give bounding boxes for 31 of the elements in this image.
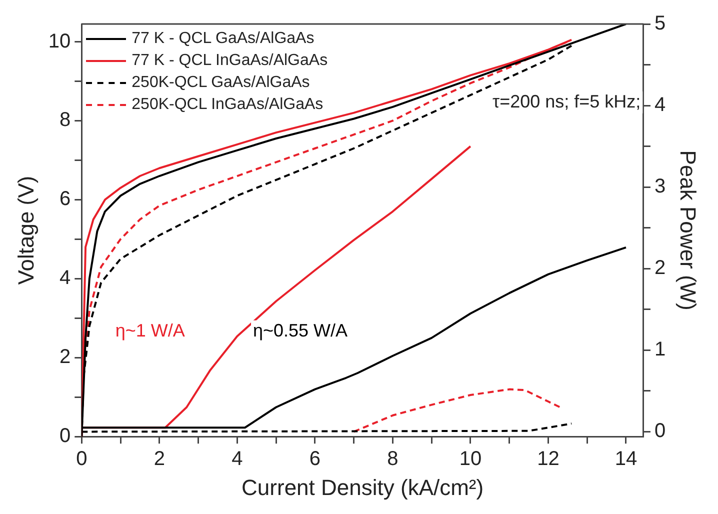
y-tick-label: 0 — [60, 425, 71, 448]
y-tick-label: 8 — [60, 109, 71, 132]
y2-axis-title: Peak Power (W) — [676, 150, 701, 310]
x-tick-label: 8 — [387, 448, 398, 470]
y2-tick-label: 1 — [654, 338, 666, 361]
y2-tick-label: 4 — [654, 94, 666, 116]
x-tick-label: 10 — [459, 448, 482, 470]
y2-tick-label: 3 — [654, 176, 666, 198]
y2-tick-label: 0 — [654, 420, 666, 442]
legend-label: 250K-QCL GaAs/AlGaAs — [132, 74, 310, 92]
x-axis-title: Current Density (kA/cm²) — [242, 474, 484, 500]
y2-tick-label: 2 — [654, 257, 666, 280]
x-tick-label: 0 — [76, 448, 88, 470]
y-tick-label: 4 — [60, 267, 71, 290]
x-tick-label: 12 — [537, 448, 560, 470]
line-series — [352, 388, 563, 433]
y-axis-title: Voltage (V) — [13, 176, 38, 285]
y-tick-label: 10 — [48, 30, 71, 52]
legend-label: 250K-QCL InGaAs/AlGaAs — [132, 96, 324, 114]
annotation: η~0.55 W/A — [253, 320, 348, 340]
x-tick-label: 14 — [614, 448, 638, 470]
x-tick-label: 2 — [154, 448, 165, 470]
y2-tick-label: 5 — [654, 12, 666, 35]
y-tick-label: 6 — [60, 188, 71, 210]
x-tick-label: 6 — [309, 448, 320, 470]
y-tick-label: 2 — [60, 346, 71, 368]
legend-label: 77 K - QCL InGaAs/AlGaAs — [132, 52, 328, 70]
annotation: η~1 W/A — [115, 320, 185, 340]
legend-label: 77 K - QCL GaAs/AlGaAs — [132, 30, 314, 48]
x-tick-label: 4 — [232, 448, 243, 470]
annotation: τ=200 ns; f=5 kHz; — [492, 91, 641, 112]
